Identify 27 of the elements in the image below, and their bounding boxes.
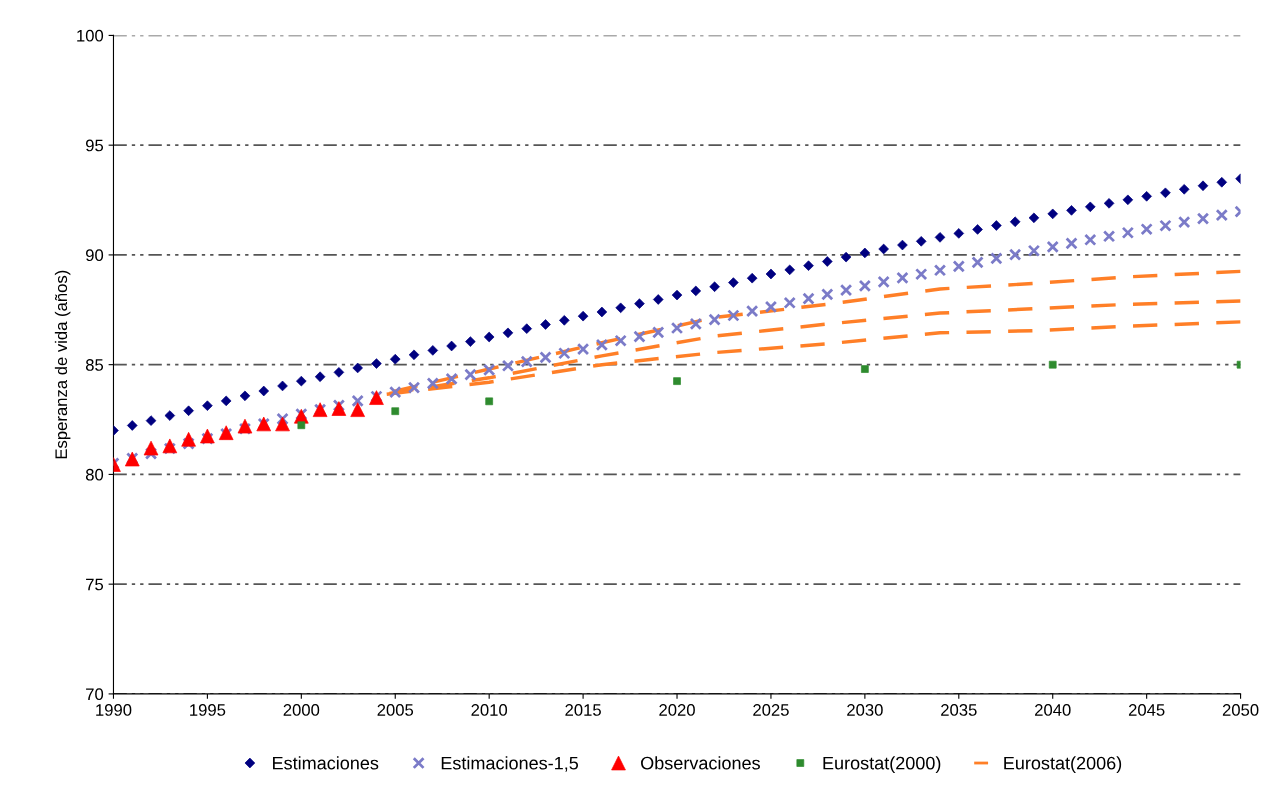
x-tick-label: 2035 [941, 704, 977, 716]
y-tick-label: 100 [77, 29, 104, 42]
x-tick-label: 2025 [753, 704, 789, 716]
legend-label: Eurostat(2000) [823, 756, 941, 774]
legend-label: Estimaciones-1,5 [441, 756, 579, 772]
y-tick-label: 80 [85, 468, 104, 481]
x-tick-label: 2050 [1222, 704, 1259, 716]
x-tick-label: 1990 [96, 704, 132, 716]
y-tick-label: 75 [86, 578, 104, 591]
x-tick-label: 2040 [1035, 704, 1071, 716]
x-tick-label: 2010 [471, 704, 508, 716]
legend-label: Estimaciones [273, 756, 379, 770]
y-tick-label: 85 [85, 359, 104, 371]
point [331, 401, 347, 416]
x-tick-label: 2020 [659, 704, 695, 716]
x-tick-label: 2000 [283, 704, 320, 716]
x-tick-label: 2005 [377, 704, 414, 716]
y-tick-label: 70 [86, 688, 104, 701]
x-tick-label: 2015 [565, 704, 601, 716]
y-tick-label: 90 [86, 249, 104, 262]
y-tick-label: 95 [86, 139, 104, 152]
x-tick-label: 1995 [190, 704, 226, 716]
legend-label: Eurostat(2006) [1004, 756, 1122, 774]
x-tick-label: 2030 [847, 704, 883, 716]
y-axis-title: Esperanza de vida (años) [54, 270, 71, 459]
x-tick-label: 2045 [1128, 704, 1165, 716]
legend-label: Observaciones [641, 756, 760, 770]
